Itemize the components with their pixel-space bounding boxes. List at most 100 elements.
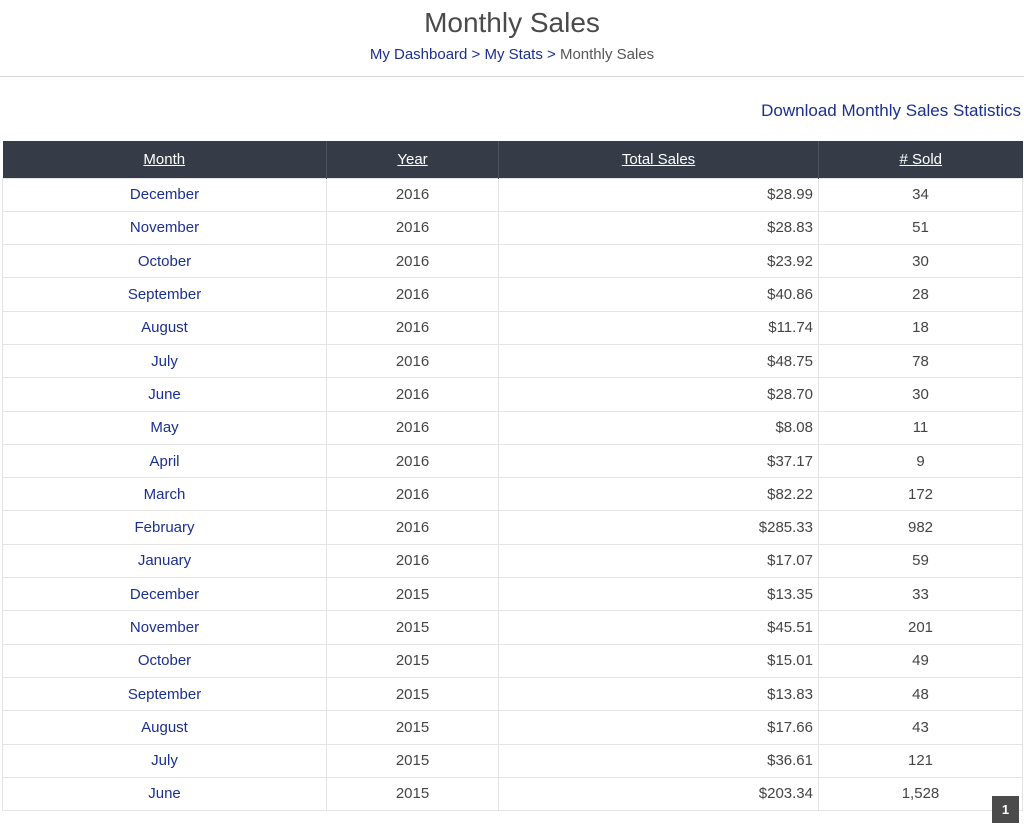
table-row: June 2015 $203.34 1,528 bbox=[2, 776, 1023, 812]
year-cell: 2015 bbox=[326, 710, 499, 745]
month-cell[interactable]: October bbox=[2, 643, 327, 678]
month-cell[interactable]: July bbox=[2, 343, 327, 379]
sold-count-cell: 121 bbox=[818, 743, 1023, 778]
month-cell[interactable]: November bbox=[2, 610, 327, 645]
table-row: September 2015 $13.83 48 bbox=[2, 676, 1023, 712]
breadcrumb-link-stats[interactable]: My Stats bbox=[484, 46, 543, 63]
page-title: Monthly Sales bbox=[424, 7, 600, 38]
sold-count-cell: 34 bbox=[818, 177, 1023, 212]
sold-count-cell: 30 bbox=[818, 377, 1023, 412]
total-sales-cell: $23.92 bbox=[498, 244, 819, 279]
sold-count-cell: 28 bbox=[818, 277, 1023, 312]
sort-month-header[interactable]: Month bbox=[2, 141, 327, 178]
sort-sold-count-header[interactable]: # Sold bbox=[899, 150, 943, 168]
table-row: January 2016 $17.07 59 bbox=[2, 543, 1023, 579]
page-header: Monthly Sales My Dashboard > My Stats > … bbox=[0, 0, 1024, 77]
month-cell[interactable]: December bbox=[2, 177, 327, 212]
pagination-page-button[interactable]: 1 bbox=[992, 796, 1019, 823]
total-sales-cell: $13.35 bbox=[498, 577, 819, 612]
total-sales-cell: $45.51 bbox=[498, 610, 819, 645]
table-row: August 2016 $11.74 18 bbox=[2, 310, 1023, 345]
sold-count-cell: 49 bbox=[818, 643, 1023, 678]
table-row: June 2016 $28.70 30 bbox=[2, 377, 1023, 412]
total-sales-cell: $17.66 bbox=[498, 710, 819, 745]
table-row: March 2016 $82.22 172 bbox=[2, 477, 1023, 512]
table-row: July 2015 $36.61 121 bbox=[2, 743, 1023, 778]
year-cell: 2016 bbox=[326, 443, 499, 479]
table-row: August 2015 $17.66 43 bbox=[2, 710, 1023, 745]
year-cell: 2016 bbox=[326, 477, 499, 512]
year-cell: 2016 bbox=[326, 410, 499, 445]
year-cell: 2016 bbox=[326, 543, 499, 579]
sold-count-cell: 172 bbox=[818, 477, 1023, 512]
total-sales-cell: $8.08 bbox=[498, 410, 819, 445]
sold-count-cell: 59 bbox=[818, 543, 1023, 579]
sold-count-cell: 43 bbox=[818, 710, 1023, 745]
sold-count-cell: 30 bbox=[818, 244, 1023, 279]
table-row: September 2016 $40.86 28 bbox=[2, 277, 1023, 312]
month-cell[interactable]: June bbox=[2, 377, 327, 412]
sort-total-sales-header[interactable]: Total Sales bbox=[498, 141, 819, 178]
month-cell[interactable]: February bbox=[2, 510, 327, 545]
download-statistics-link[interactable]: Download Monthly Sales Statistics bbox=[761, 101, 1021, 120]
month-cell[interactable]: August bbox=[2, 310, 327, 345]
table-row: December 2015 $13.35 33 bbox=[2, 577, 1023, 612]
sales-table: Month Year Total Sales # Sold December 20… bbox=[2, 141, 1023, 812]
table-row: November 2016 $28.83 51 bbox=[2, 210, 1023, 246]
breadcrumb: My Dashboard > My Stats > Monthly Sales bbox=[0, 46, 1024, 64]
table-row: October 2016 $23.92 30 bbox=[2, 244, 1023, 279]
sold-count-cell: 33 bbox=[818, 577, 1023, 612]
month-cell[interactable]: August bbox=[2, 710, 327, 745]
table-row: May 2016 $8.08 11 bbox=[2, 410, 1023, 445]
breadcrumb-separator: > bbox=[471, 46, 481, 63]
month-cell[interactable]: January bbox=[2, 543, 327, 579]
sold-count-cell: 11 bbox=[818, 410, 1023, 445]
month-cell[interactable]: April bbox=[2, 443, 327, 479]
month-cell[interactable]: December bbox=[2, 577, 327, 612]
month-cell[interactable]: September bbox=[2, 676, 327, 712]
total-sales-cell: $13.83 bbox=[498, 676, 819, 712]
total-sales-cell: $11.74 bbox=[498, 310, 819, 345]
year-cell: 2016 bbox=[326, 343, 499, 379]
year-cell: 2016 bbox=[326, 310, 499, 345]
sort-year-header[interactable]: Year bbox=[326, 141, 499, 178]
year-cell: 2015 bbox=[326, 776, 499, 812]
year-cell: 2015 bbox=[326, 577, 499, 612]
total-sales-cell: $15.01 bbox=[498, 643, 819, 678]
breadcrumb-current: Monthly Sales bbox=[559, 46, 655, 63]
total-sales-cell: $28.70 bbox=[498, 377, 819, 412]
year-cell: 2015 bbox=[326, 743, 499, 778]
sold-count-cell: 982 bbox=[818, 510, 1023, 545]
table-body: December 2016 $28.99 34 November 2016 $28.83 51… bbox=[2, 177, 1023, 812]
year-cell: 2016 bbox=[326, 277, 499, 312]
month-cell[interactable]: March bbox=[2, 477, 327, 512]
total-sales-cell: $285.33 bbox=[498, 510, 819, 545]
table-row: December 2016 $28.99 34 bbox=[2, 177, 1023, 212]
sold-count-cell: 18 bbox=[818, 310, 1023, 345]
month-cell[interactable]: May bbox=[2, 410, 327, 445]
sold-count-cell: 201 bbox=[818, 610, 1023, 645]
breadcrumb-link-dashboard[interactable]: My Dashboard bbox=[369, 46, 468, 63]
month-cell[interactable]: November bbox=[2, 210, 327, 246]
table-header-row: Month Year Total Sales # Sold bbox=[2, 141, 1023, 178]
table-row: November 2015 $45.51 201 bbox=[2, 610, 1023, 645]
year-cell: 2015 bbox=[326, 643, 499, 678]
total-sales-cell: $28.83 bbox=[498, 210, 819, 246]
month-cell[interactable]: October bbox=[2, 244, 327, 279]
table-row: April 2016 $37.17 9 bbox=[2, 443, 1023, 479]
total-sales-cell: $17.07 bbox=[498, 543, 819, 579]
total-sales-cell: $48.75 bbox=[498, 343, 819, 379]
total-sales-cell: $82.22 bbox=[498, 477, 819, 512]
month-cell[interactable]: June bbox=[2, 776, 327, 812]
sold-count-cell: 1,528 bbox=[818, 776, 1023, 812]
year-cell: 2016 bbox=[326, 377, 499, 412]
month-cell[interactable]: September bbox=[2, 277, 327, 312]
table-row: February 2016 $285.33 982 bbox=[2, 510, 1023, 545]
month-cell[interactable]: July bbox=[2, 743, 327, 778]
total-sales-cell: $37.17 bbox=[498, 443, 819, 479]
breadcrumb-separator: > bbox=[547, 46, 556, 63]
table-row: October 2015 $15.01 49 bbox=[2, 643, 1023, 678]
download-row: Download Monthly Sales Statistics bbox=[0, 101, 1024, 141]
year-cell: 2016 bbox=[326, 177, 499, 212]
total-sales-cell: $36.61 bbox=[498, 743, 819, 778]
